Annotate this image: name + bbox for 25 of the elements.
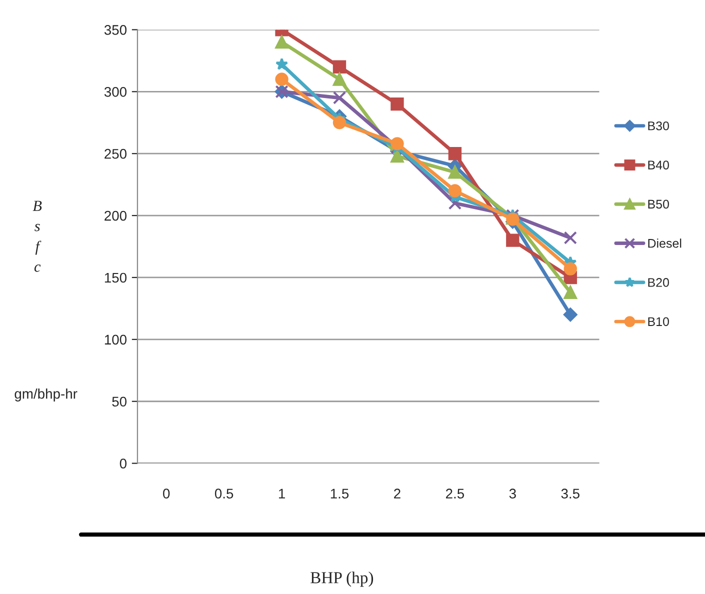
- legend-label: Diesel: [648, 238, 682, 248]
- y-tick-label: 0: [120, 458, 127, 468]
- y-tick-label: 350: [104, 25, 127, 35]
- y-tick-label: 200: [104, 210, 127, 221]
- y-tick-label: 250: [104, 148, 127, 159]
- x-tick-label: 0.5: [214, 488, 234, 499]
- x-tick-label: 2: [394, 488, 400, 498]
- y-axis-title: Bsfc: [32, 200, 42, 272]
- y-tick-label: 50: [112, 396, 127, 407]
- x-tick-label: 3.5: [561, 488, 580, 499]
- legend-label: B50: [648, 200, 669, 209]
- y-tick-label: 150: [104, 272, 127, 283]
- y-tick-label: 100: [104, 334, 127, 345]
- text: gm/bhp-hr: [14, 388, 78, 402]
- x-tick-label: 0: [163, 488, 170, 499]
- x-tick-label: 2.5: [446, 488, 464, 499]
- x-tick-label: 1.5: [330, 488, 349, 499]
- legend-label: B40: [648, 160, 669, 170]
- legend-label: B10: [648, 317, 669, 326]
- x-tick-label: 1: [278, 488, 285, 498]
- y-tick-label: 300: [104, 86, 127, 97]
- x-tick-label: 3: [509, 488, 516, 499]
- x-axis-title: BHP (hp): [310, 572, 374, 587]
- legend-label: B20: [648, 278, 669, 287]
- legend-label: B30: [648, 121, 669, 130]
